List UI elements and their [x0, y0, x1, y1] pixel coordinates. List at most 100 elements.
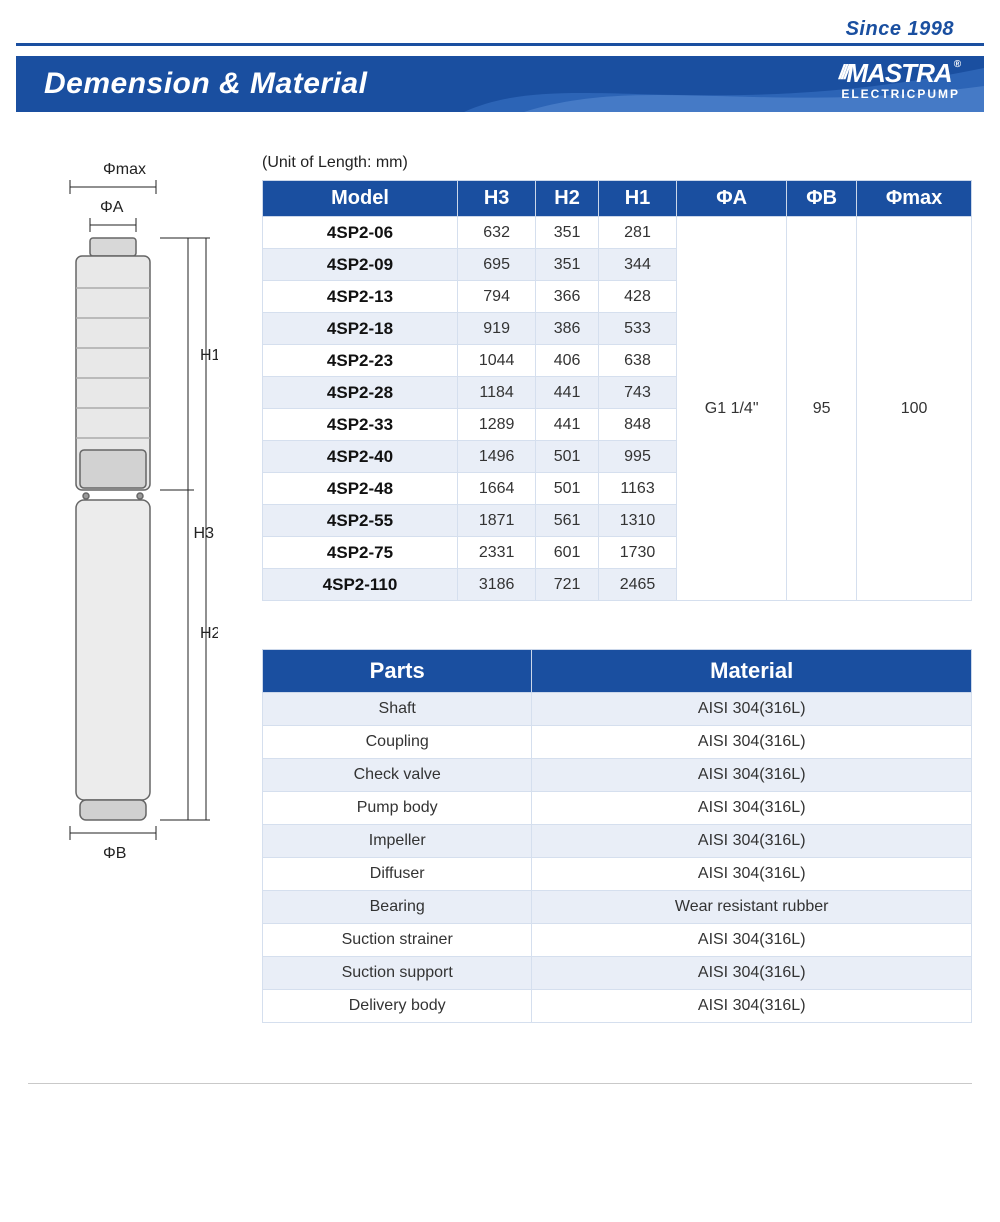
value-cell: 561 [536, 505, 599, 537]
table-row: DiffuserAISI 304(316L) [263, 858, 972, 891]
label-h1: H1 [200, 347, 218, 364]
model-cell: 4SP2-48 [263, 473, 458, 505]
model-cell: 4SP2-55 [263, 505, 458, 537]
value-cell: 995 [598, 441, 676, 473]
since-row: Since 1998 [16, 18, 984, 41]
model-cell: 4SP2-33 [263, 409, 458, 441]
material-cell: AISI 304(316L) [532, 825, 972, 858]
label-h3: H3 [194, 525, 215, 542]
dimension-table: Model H3 H2 H1 ΦA ΦB Φmax 4SP2-066323512… [262, 180, 972, 601]
value-cell: 281 [598, 217, 676, 249]
value-cell: 2465 [598, 569, 676, 601]
value-cell: 386 [536, 313, 599, 345]
value-cell: 601 [536, 537, 599, 569]
part-cell: Coupling [263, 726, 532, 759]
table-row: Suction supportAISI 304(316L) [263, 957, 972, 990]
value-cell: 366 [536, 281, 599, 313]
value-cell: 721 [536, 569, 599, 601]
logo-word: ///MASTRA® [839, 60, 960, 86]
value-cell: 406 [536, 345, 599, 377]
material-table-header: Parts Material [263, 650, 972, 693]
value-cell: 1184 [458, 377, 536, 409]
label-h2: H2 [200, 625, 218, 642]
unit-note: (Unit of Length: mm) [262, 154, 972, 172]
value-cell: 794 [458, 281, 536, 313]
part-cell: Bearing [263, 891, 532, 924]
table-row: CouplingAISI 304(316L) [263, 726, 972, 759]
model-cell: 4SP2-23 [263, 345, 458, 377]
value-cell: 1496 [458, 441, 536, 473]
part-cell: Diffuser [263, 858, 532, 891]
material-cell: AISI 304(316L) [532, 759, 972, 792]
material-cell: AISI 304(316L) [532, 726, 972, 759]
label-phi-max: Φmax [103, 161, 146, 178]
col-phi-a: ΦA [677, 181, 787, 217]
material-cell: AISI 304(316L) [532, 693, 972, 726]
merged-cell: 100 [857, 217, 972, 601]
value-cell: 441 [536, 377, 599, 409]
value-cell: 441 [536, 409, 599, 441]
material-cell: AISI 304(316L) [532, 957, 972, 990]
col-parts: Parts [263, 650, 532, 693]
table-row: BearingWear resistant rubber [263, 891, 972, 924]
bottom-rule [28, 1083, 972, 1084]
material-cell: AISI 304(316L) [532, 990, 972, 1023]
top-rule [16, 43, 984, 46]
model-cell: 4SP2-13 [263, 281, 458, 313]
part-cell: Suction support [263, 957, 532, 990]
part-cell: Pump body [263, 792, 532, 825]
value-cell: 638 [598, 345, 676, 377]
part-cell: Check valve [263, 759, 532, 792]
value-cell: 3186 [458, 569, 536, 601]
model-cell: 4SP2-09 [263, 249, 458, 281]
part-cell: Suction strainer [263, 924, 532, 957]
col-h3: H3 [458, 181, 536, 217]
merged-cell: 95 [787, 217, 857, 601]
value-cell: 1871 [458, 505, 536, 537]
model-cell: 4SP2-75 [263, 537, 458, 569]
model-cell: 4SP2-06 [263, 217, 458, 249]
col-phi-b: ΦB [787, 181, 857, 217]
dimension-table-header: Model H3 H2 H1 ΦA ΦB Φmax [263, 181, 972, 217]
label-phi-a: ΦA [100, 199, 124, 216]
label-phi-b: ΦB [103, 845, 126, 860]
value-cell: 1163 [598, 473, 676, 505]
brand-logo: ///MASTRA® ELECTRICPUMP [839, 60, 960, 100]
logo-subtext: ELECTRICPUMP [839, 88, 960, 100]
table-row: ImpellerAISI 304(316L) [263, 825, 972, 858]
value-cell: 501 [536, 441, 599, 473]
value-cell: 351 [536, 249, 599, 281]
value-cell: 1664 [458, 473, 536, 505]
value-cell: 743 [598, 377, 676, 409]
merged-cell: G1 1/4" [677, 217, 787, 601]
table-row: ShaftAISI 304(316L) [263, 693, 972, 726]
table-row: Pump bodyAISI 304(316L) [263, 792, 972, 825]
page-container: Since 1998 Demension & Material ///MASTR… [16, 18, 984, 1084]
value-cell: 632 [458, 217, 536, 249]
value-cell: 2331 [458, 537, 536, 569]
material-cell: Wear resistant rubber [532, 891, 972, 924]
value-cell: 501 [536, 473, 599, 505]
part-cell: Impeller [263, 825, 532, 858]
col-material: Material [532, 650, 972, 693]
value-cell: 848 [598, 409, 676, 441]
value-cell: 428 [598, 281, 676, 313]
part-cell: Shaft [263, 693, 532, 726]
table-row: Suction strainerAISI 304(316L) [263, 924, 972, 957]
table-row: Delivery bodyAISI 304(316L) [263, 990, 972, 1023]
col-phi-max: Φmax [857, 181, 972, 217]
table-row: Check valveAISI 304(316L) [263, 759, 972, 792]
model-cell: 4SP2-40 [263, 441, 458, 473]
col-model: Model [263, 181, 458, 217]
part-cell: Delivery body [263, 990, 532, 1023]
value-cell: 1044 [458, 345, 536, 377]
value-cell: 1730 [598, 537, 676, 569]
tables-column: (Unit of Length: mm) Model H3 H2 H1 ΦA Φ… [262, 154, 972, 1023]
model-cell: 4SP2-28 [263, 377, 458, 409]
col-h1: H1 [598, 181, 676, 217]
table-row: 4SP2-06632351281G1 1/4"95100 [263, 217, 972, 249]
model-cell: 4SP2-110 [263, 569, 458, 601]
value-cell: 533 [598, 313, 676, 345]
value-cell: 344 [598, 249, 676, 281]
value-cell: 695 [458, 249, 536, 281]
